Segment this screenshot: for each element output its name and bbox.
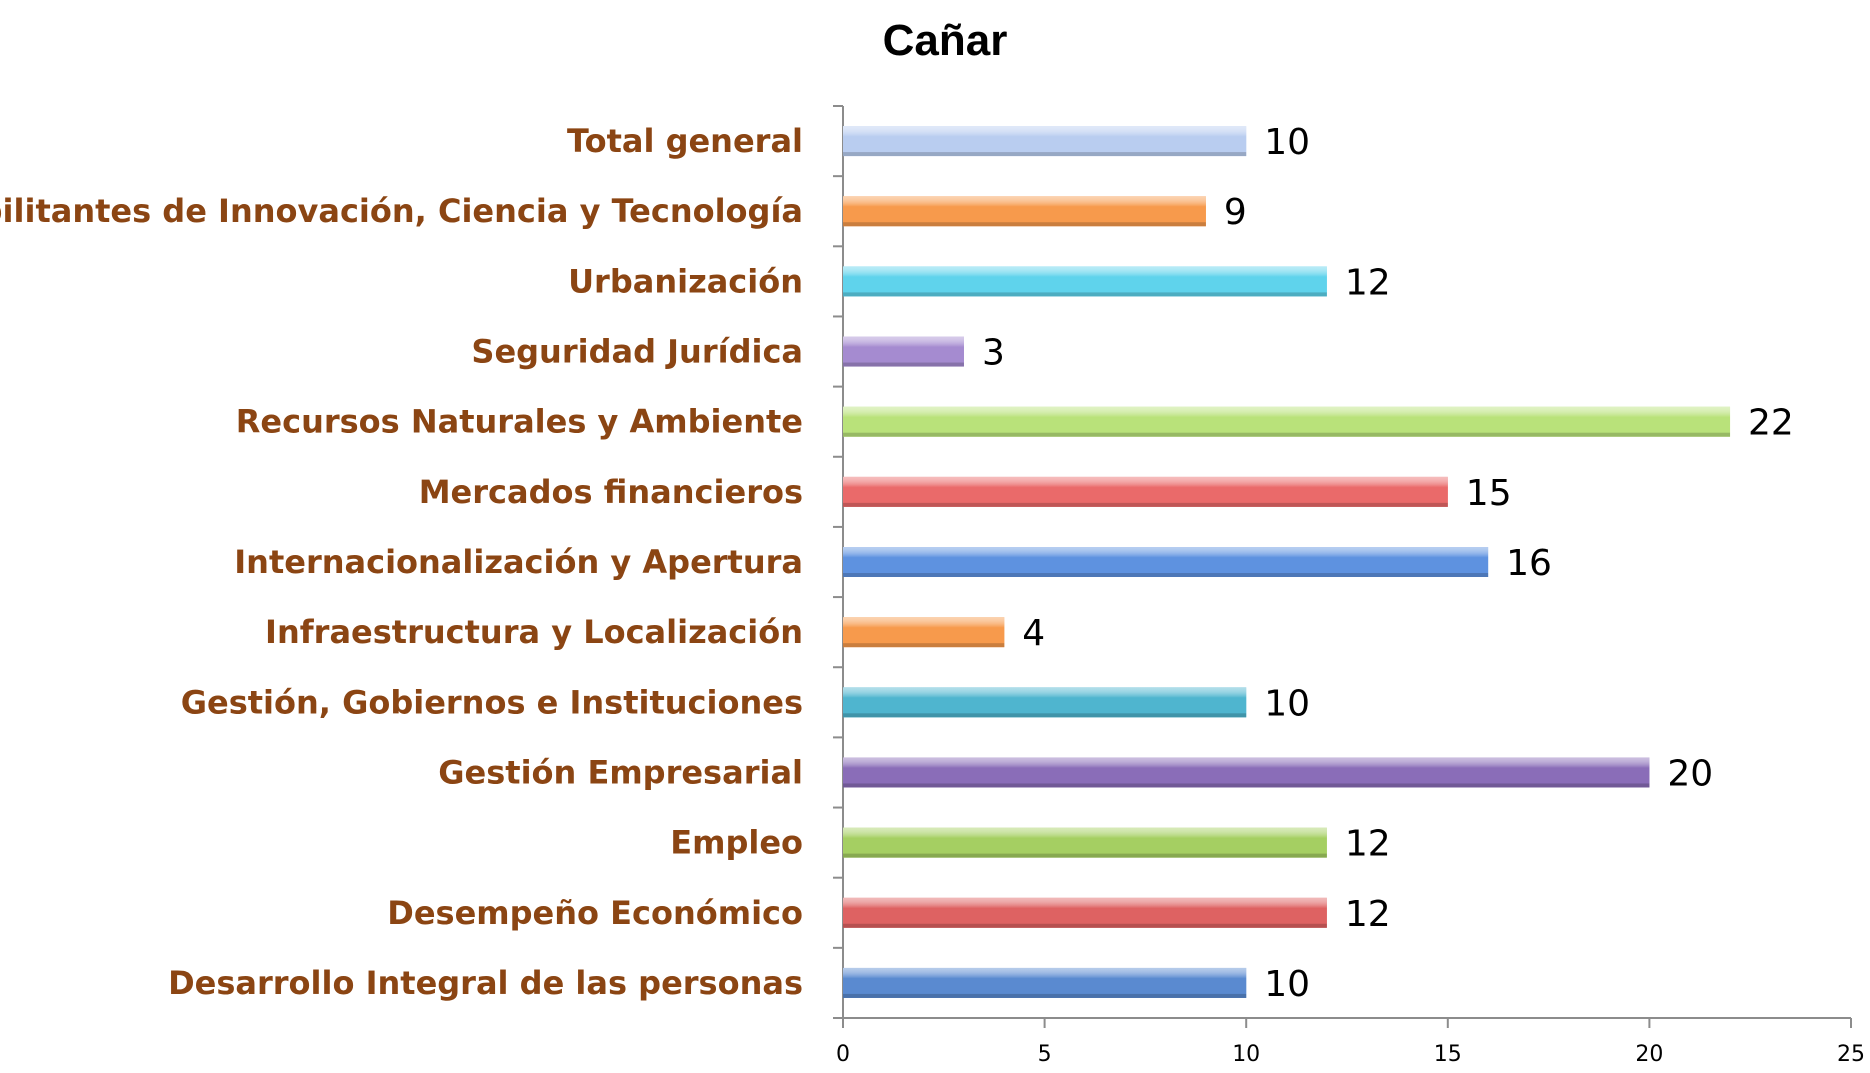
data-label: 10 bbox=[1264, 683, 1310, 724]
category-label: Desempeño Económico bbox=[387, 894, 803, 932]
bar-gloss bbox=[843, 407, 1730, 437]
category-label: Internacionalización y Apertura bbox=[234, 543, 803, 581]
data-label: 22 bbox=[1748, 403, 1794, 444]
category-labels: Total general Habilitantes de Innovación,… bbox=[0, 122, 803, 1002]
x-tick-label: 10 bbox=[1232, 1042, 1260, 1067]
data-label: 12 bbox=[1345, 824, 1391, 865]
data-label: 20 bbox=[1667, 753, 1713, 794]
category-label: Total general bbox=[567, 122, 803, 160]
data-label: 9 bbox=[1224, 192, 1247, 233]
bar-shadow bbox=[843, 503, 1448, 507]
bar-shadow bbox=[843, 573, 1488, 577]
bar-gloss bbox=[843, 196, 1206, 226]
bar-shadow bbox=[843, 994, 1246, 998]
bar-shadow bbox=[843, 713, 1246, 717]
data-label: 10 bbox=[1264, 964, 1310, 1005]
bar-shadow bbox=[843, 363, 964, 367]
bar-gloss bbox=[843, 477, 1448, 507]
x-tick-label: 15 bbox=[1434, 1042, 1462, 1067]
bar-shadow bbox=[843, 783, 1649, 787]
data-label: 3 bbox=[982, 333, 1005, 374]
bar-gloss bbox=[843, 757, 1649, 787]
category-label: Seguridad Jurídica bbox=[471, 333, 803, 371]
category-label: Habilitantes de Innovación, Ciencia y Te… bbox=[0, 192, 803, 230]
data-label: 4 bbox=[1022, 613, 1045, 654]
bar-shadow bbox=[843, 924, 1327, 928]
category-label: Gestión Empresarial bbox=[438, 753, 803, 791]
bar-shadow bbox=[843, 292, 1327, 296]
category-label: Empleo bbox=[670, 824, 803, 862]
bar-shadow bbox=[843, 152, 1246, 156]
category-label: Recursos Naturales y Ambiente bbox=[236, 403, 803, 441]
chart-title: Cañar bbox=[883, 16, 1008, 65]
bar-gloss bbox=[843, 617, 1004, 647]
bar-shadow bbox=[843, 643, 1004, 647]
data-label: 12 bbox=[1345, 894, 1391, 935]
bar-gloss bbox=[843, 337, 964, 367]
x-tick-label: 20 bbox=[1635, 1042, 1663, 1067]
bar-gloss bbox=[843, 687, 1246, 717]
data-label: 16 bbox=[1506, 543, 1552, 584]
bar-gloss bbox=[843, 828, 1327, 858]
data-label: 10 bbox=[1264, 122, 1310, 163]
x-tick-label: 0 bbox=[836, 1042, 850, 1067]
chart-bars: 10 9 12 3 22 15 16 4 10 20 12 12 10 bbox=[843, 122, 1794, 1005]
x-tick-label: 5 bbox=[1038, 1042, 1052, 1067]
category-label: Infraestructura y Localización bbox=[265, 613, 803, 651]
bar-gloss bbox=[843, 898, 1327, 928]
category-label: Urbanización bbox=[568, 262, 803, 300]
data-label: 15 bbox=[1466, 473, 1512, 514]
bar-gloss bbox=[843, 968, 1246, 998]
category-label: Gestión, Gobiernos e Instituciones bbox=[181, 683, 803, 721]
bar-gloss bbox=[843, 547, 1488, 577]
x-tick-label: 25 bbox=[1837, 1042, 1865, 1067]
category-label: Desarrollo Integral de las personas bbox=[168, 964, 803, 1002]
bar-shadow bbox=[843, 433, 1730, 437]
bar-gloss bbox=[843, 126, 1246, 156]
category-label: Mercados financieros bbox=[419, 473, 803, 511]
bar-shadow bbox=[843, 222, 1206, 226]
bar-shadow bbox=[843, 854, 1327, 858]
bar-gloss bbox=[843, 266, 1327, 296]
data-label: 12 bbox=[1345, 262, 1391, 303]
